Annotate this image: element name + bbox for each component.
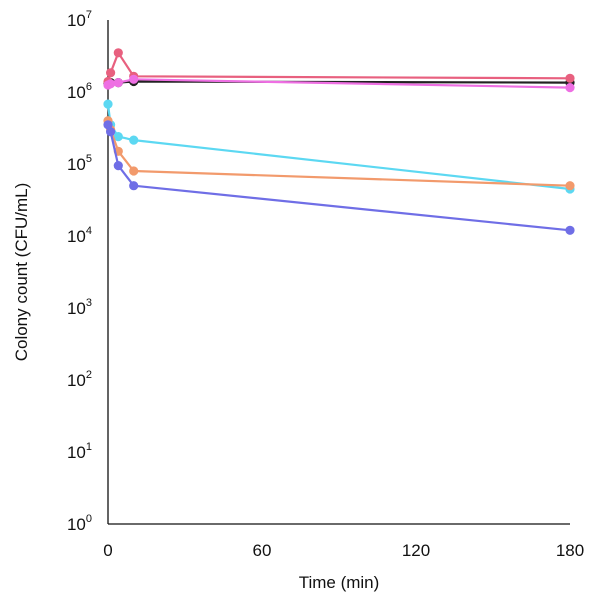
y-tick-exponent: 1 [86,441,92,453]
y-tick-label: 101 [67,441,92,462]
y-tick-base: 10 [67,299,86,318]
y-tick-base: 10 [67,83,86,102]
y-tick-base: 10 [67,515,86,534]
y-tick-exponent: 2 [86,369,92,381]
y-tick-exponent: 4 [86,225,92,237]
y-tick-label: 100 [67,513,92,534]
x-tick-label: 120 [402,541,430,560]
y-tick-exponent: 3 [86,297,92,309]
y-tick-base: 10 [67,371,86,390]
axes [107,20,570,525]
y-tick-base: 10 [67,155,86,174]
data-point [129,181,139,191]
y-axis-label: Colony count (CFU/mL) [12,183,31,362]
y-tick-label: 103 [67,297,92,318]
data-point [113,78,123,88]
data-point [103,99,113,109]
data-point [106,127,116,137]
data-point [565,83,575,93]
series-line [106,51,571,82]
y-tick-label: 106 [67,81,92,102]
y-tick-exponent: 7 [86,9,92,21]
y-tick-label: 107 [67,9,92,30]
x-tick-label: 60 [253,541,272,560]
data-point [129,74,139,84]
data-point [113,132,123,142]
x-tick-labels: 0 60 120 180 [103,541,584,560]
data-point [113,161,123,171]
y-tick-base: 10 [67,11,86,30]
data-point [106,68,116,78]
y-tick-label: 104 [67,225,92,246]
data-point [106,79,116,89]
y-tick-exponent: 5 [86,153,92,165]
data-point [565,181,575,191]
y-tick-base: 10 [67,227,86,246]
series-3 [103,74,575,93]
data-point [103,120,113,130]
y-tick-exponent: 6 [86,81,92,93]
data-point [129,135,139,145]
series-layer [103,48,575,235]
series-line [106,103,571,191]
data-point [113,48,123,58]
series-6 [103,120,575,235]
y-tick-exponent: 0 [86,513,92,525]
data-point [129,166,139,176]
data-point [565,225,575,235]
x-axis-label: Time (min) [299,573,380,592]
series-5 [103,116,575,191]
series-4 [103,99,575,194]
x-tick-label: 180 [556,541,584,560]
y-tick-label: 102 [67,369,92,390]
x-tick-label: 0 [103,541,112,560]
y-tick-base: 10 [67,443,86,462]
data-point [565,73,575,83]
y-tick-label: 105 [67,153,92,174]
series-line [106,120,571,187]
